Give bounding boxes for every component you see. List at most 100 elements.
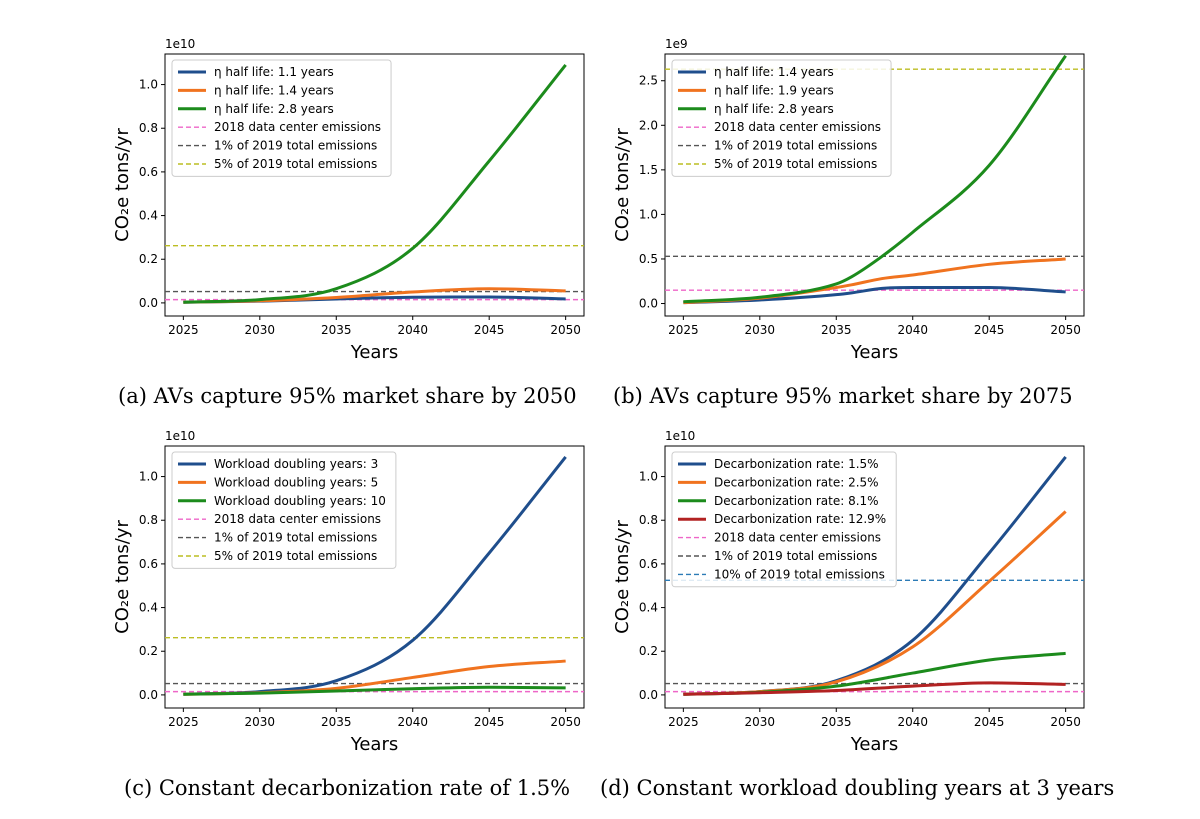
legend-label: η half life: 1.4 years <box>714 65 834 79</box>
legend-label: 1% of 2019 total emissions <box>714 549 877 563</box>
legend-label: 10% of 2019 total emissions <box>714 567 885 581</box>
legend: η half life: 1.4 years η half life: 1.9 y… <box>671 59 892 177</box>
plot-area-a <box>164 53 585 317</box>
y-axis-label: CO₂e tons/yr <box>112 520 133 634</box>
x-tick-label: 2030 <box>245 715 276 729</box>
y-tick-label: 0.4 <box>139 209 158 223</box>
legend: Decarbonization rate: 1.5% Decarbonizatio… <box>671 451 897 588</box>
y-axis-label: CO₂e tons/yr <box>612 128 633 242</box>
x-tick-label: 2035 <box>321 715 352 729</box>
x-tick-label: 2025 <box>168 323 199 337</box>
y-tick-label: 0.2 <box>139 252 158 266</box>
y-tick-label: 0.0 <box>639 297 658 311</box>
plot-area-c <box>164 445 585 709</box>
legend-label: 1% of 2019 total emissions <box>214 531 377 545</box>
legend-label: 5% of 2019 total emissions <box>214 549 377 563</box>
x-tick-label: 2025 <box>668 715 699 729</box>
series-line-2 <box>183 685 566 696</box>
x-tick-label: 2045 <box>974 715 1005 729</box>
caption-d: (d) Constant workload doubling years at … <box>600 776 1115 800</box>
y-tick-label: 0.4 <box>639 601 658 615</box>
y-tick-label: 2.5 <box>639 74 658 88</box>
plot-area-d <box>664 445 1085 709</box>
x-axis-label: Years <box>350 342 399 363</box>
y-axis-label: CO₂e tons/yr <box>112 128 133 242</box>
x-tick-label: 2030 <box>745 323 776 337</box>
exponent-label: 1e10 <box>165 429 195 443</box>
x-axis-label: Years <box>850 342 899 363</box>
chart-b-svg: 0.0 0.5 1.0 1.5 2.0 2.5 2025 2030 2035 2040 2045 20… <box>612 37 1085 363</box>
legend-label: Decarbonization rate: 8.1% <box>714 494 879 508</box>
y-tick-label: 0.8 <box>139 513 158 527</box>
exponent-label: 1e10 <box>165 37 195 51</box>
chart-panel-c: 0.0 0.2 0.4 0.6 0.8 1.0 2025 2030 2035 2040 2045 20… <box>100 410 590 755</box>
chart-a-svg: 0.0 0.2 0.4 0.6 0.8 1.0 2025 2030 2035 2040 2045 20… <box>112 37 585 363</box>
series-line-0 <box>683 285 1066 305</box>
chart-c-svg: 0.0 0.2 0.4 0.6 0.8 1.0 2025 2030 2035 2040 2045 20… <box>112 429 585 755</box>
y-tick-label: 2.0 <box>639 118 658 132</box>
legend-label: Workload doubling years: 10 <box>214 494 386 508</box>
x-tick-label: 2040 <box>897 715 928 729</box>
series-line-2 <box>683 54 1067 304</box>
x-tick-label: 2040 <box>397 715 428 729</box>
y-tick-label: 1.0 <box>139 470 158 484</box>
x-tick-label: 2045 <box>474 323 505 337</box>
legend-label: 5% of 2019 total emissions <box>214 157 377 171</box>
caption-c: (c) Constant decarbonization rate of 1.5… <box>124 776 571 800</box>
x-tick-label: 2045 <box>974 323 1005 337</box>
y-tick-label: 0.5 <box>639 252 658 266</box>
y-axis-label: CO₂e tons/yr <box>612 520 633 634</box>
y-tick-label: 0.6 <box>139 557 158 571</box>
y-tick-label: 0.2 <box>139 644 158 658</box>
x-tick-label: 2050 <box>1050 323 1081 337</box>
caption-a: (a) AVs capture 95% market share by 2050 <box>118 384 577 408</box>
y-tick-label: 0.4 <box>139 601 158 615</box>
x-axis-label: Years <box>850 734 899 755</box>
x-tick-label: 2045 <box>474 715 505 729</box>
y-tick-label: 0.8 <box>139 121 158 135</box>
y-tick-label: 0.0 <box>139 688 158 702</box>
chart-panel-a: 0.0 0.2 0.4 0.6 0.8 1.0 2025 2030 2035 2040 2045 20… <box>100 18 590 363</box>
legend-label: Decarbonization rate: 12.9% <box>714 512 886 526</box>
legend-label: 1% of 2019 total emissions <box>214 139 377 153</box>
x-tick-label: 2035 <box>321 323 352 337</box>
series-line-3 <box>683 681 1066 696</box>
legend-label: 2018 data center emissions <box>214 120 381 134</box>
y-tick-label: 0.8 <box>639 513 658 527</box>
series-line-1 <box>683 257 1066 305</box>
legend-label: 5% of 2019 total emissions <box>714 157 877 171</box>
exponent-label: 1e10 <box>665 429 695 443</box>
y-tick-label: 1.5 <box>639 163 658 177</box>
legend: Workload doubling years: 3 Workload doubl… <box>171 451 397 569</box>
chart-panel-b: 0.0 0.5 1.0 1.5 2.0 2.5 2025 2030 2035 2040 2045 20… <box>600 18 1090 363</box>
series-line-2 <box>183 63 567 304</box>
x-tick-label: 2040 <box>397 323 428 337</box>
legend-label: 1% of 2019 total emissions <box>714 139 877 153</box>
chart-d-svg: 0.0 0.2 0.4 0.6 0.8 1.0 2025 2030 2035 2040 2045 20… <box>612 429 1085 755</box>
legend-label: η half life: 1.4 years <box>214 83 334 97</box>
legend-box <box>671 451 897 588</box>
x-tick-label: 2050 <box>550 323 581 337</box>
x-tick-label: 2030 <box>745 715 776 729</box>
legend-label: 2018 data center emissions <box>714 531 881 545</box>
x-tick-label: 2035 <box>821 715 852 729</box>
legend-label: Workload doubling years: 3 <box>214 457 378 471</box>
x-tick-label: 2025 <box>668 323 699 337</box>
y-tick-label: 0.0 <box>639 688 658 702</box>
y-tick-label: 0.0 <box>139 296 158 310</box>
legend-label: Decarbonization rate: 2.5% <box>714 475 879 489</box>
x-tick-label: 2035 <box>821 323 852 337</box>
y-tick-label: 0.6 <box>639 557 658 571</box>
legend-label: η half life: 2.8 years <box>714 102 834 116</box>
legend: η half life: 1.1 years η half life: 1.4 y… <box>171 59 392 177</box>
x-tick-label: 2050 <box>550 715 581 729</box>
plot-area-b <box>664 53 1085 317</box>
legend-label: η half life: 2.8 years <box>214 102 334 116</box>
y-tick-label: 0.2 <box>639 644 658 658</box>
legend-label: η half life: 1.1 years <box>214 65 334 79</box>
y-tick-label: 0.6 <box>139 165 158 179</box>
legend-label: Workload doubling years: 5 <box>214 475 378 489</box>
legend-label: 2018 data center emissions <box>714 120 881 134</box>
legend-box <box>671 59 892 177</box>
x-tick-label: 2050 <box>1050 715 1081 729</box>
